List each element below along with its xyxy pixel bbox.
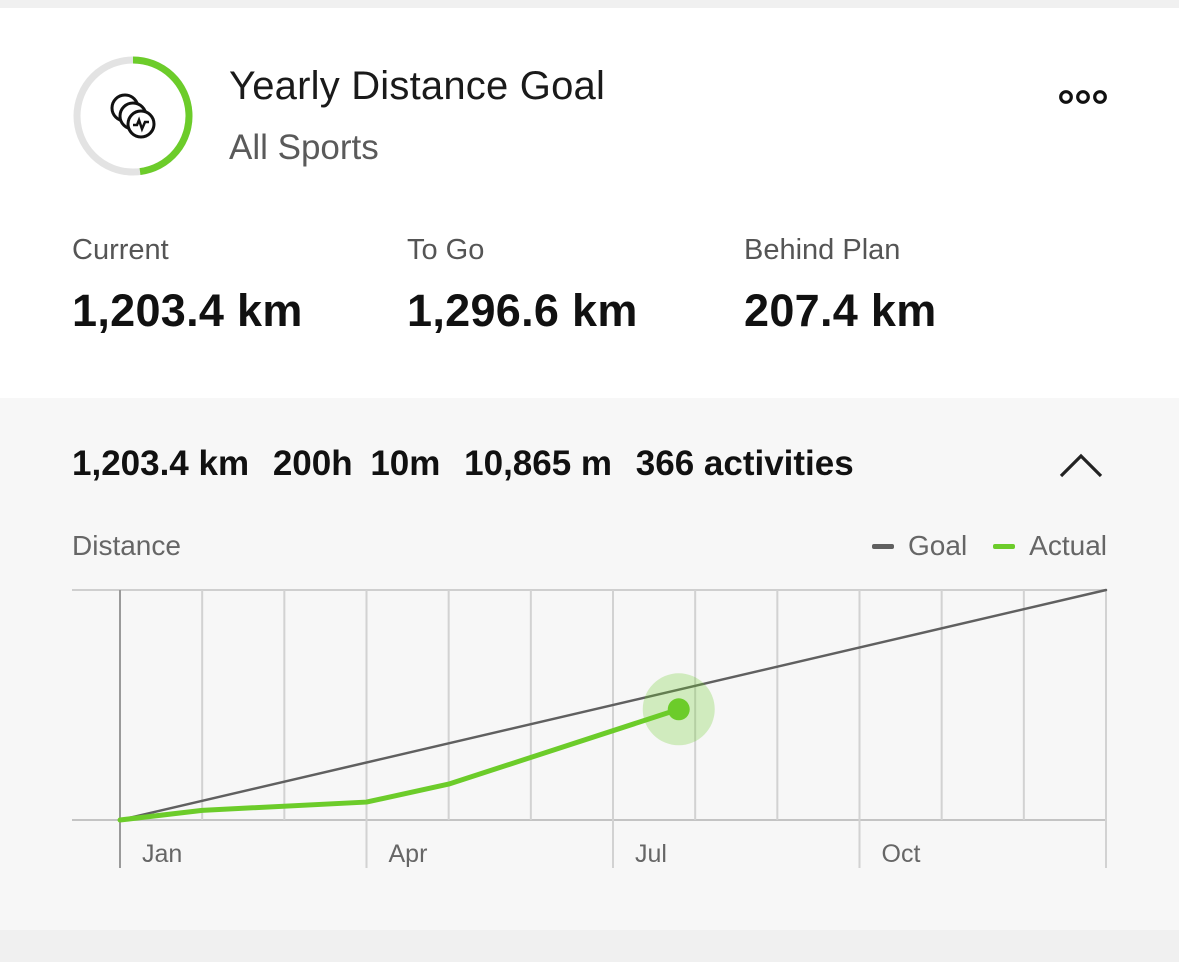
legend-goal-swatch xyxy=(872,543,895,549)
legend-goal-label: Goal xyxy=(908,530,968,561)
x-tick-label: Apr xyxy=(389,840,428,868)
stat-to-go-value: 1,296.6 km xyxy=(407,285,638,336)
stat-current: Current 1,203.4 km xyxy=(72,234,303,337)
summary-distance: 1,203.4 km xyxy=(72,444,250,483)
goal-progress-ring xyxy=(73,56,193,176)
summary-elevation: 10,865 m xyxy=(464,444,613,483)
stat-current-value: 1,203.4 km xyxy=(72,285,303,336)
summary-time-hours: 200h xyxy=(272,444,353,483)
summary-panel: 1,203.4 km 200h 10m 10,865 m 366 activit… xyxy=(0,398,1179,930)
summary-totals: 1,203.4 km 200h 10m 10,865 m 366 activit… xyxy=(72,444,868,484)
goal-series-line xyxy=(118,588,1108,822)
summary-time-minutes: 10m xyxy=(370,444,441,483)
stat-behind-plan-value: 207.4 km xyxy=(744,285,937,336)
goal-title: Yearly Distance Goal xyxy=(229,64,606,108)
stat-behind-plan: Behind Plan 207.4 km xyxy=(744,234,937,337)
collapse-button[interactable] xyxy=(1058,450,1104,480)
more-options-icon xyxy=(1059,90,1107,104)
goal-card: Yearly Distance Goal All Sports Current … xyxy=(0,8,1179,930)
goal-progress-arc xyxy=(132,56,193,176)
goal-header: Yearly Distance Goal All Sports Current … xyxy=(0,8,1179,398)
stat-to-go-label: To Go xyxy=(407,234,485,266)
summary-activities: 366 activities xyxy=(635,444,854,483)
x-tick-label: Oct xyxy=(882,840,921,868)
legend-actual-swatch xyxy=(993,543,1016,549)
chevron-up-icon xyxy=(1059,453,1103,478)
x-tick-label: Jan xyxy=(142,840,182,868)
chart-legend: Goal Actual xyxy=(872,530,1107,562)
legend-actual: Actual xyxy=(993,530,1107,562)
x-tick-label: Jul xyxy=(635,840,667,868)
more-options-button[interactable] xyxy=(1058,84,1108,110)
stat-behind-plan-label: Behind Plan xyxy=(744,234,901,266)
activity-coins-icon xyxy=(110,93,156,139)
current-point-marker xyxy=(667,698,690,721)
distance-chart: Jan Apr Jul Oct xyxy=(72,588,1108,868)
stat-current-label: Current xyxy=(72,234,169,266)
actual-series-line xyxy=(117,706,682,823)
stat-to-go: To Go 1,296.6 km xyxy=(407,234,638,337)
goal-subtitle: All Sports xyxy=(229,128,379,167)
chart-title: Distance xyxy=(72,530,181,561)
legend-goal: Goal xyxy=(872,530,967,562)
legend-actual-label: Actual xyxy=(1029,530,1107,561)
